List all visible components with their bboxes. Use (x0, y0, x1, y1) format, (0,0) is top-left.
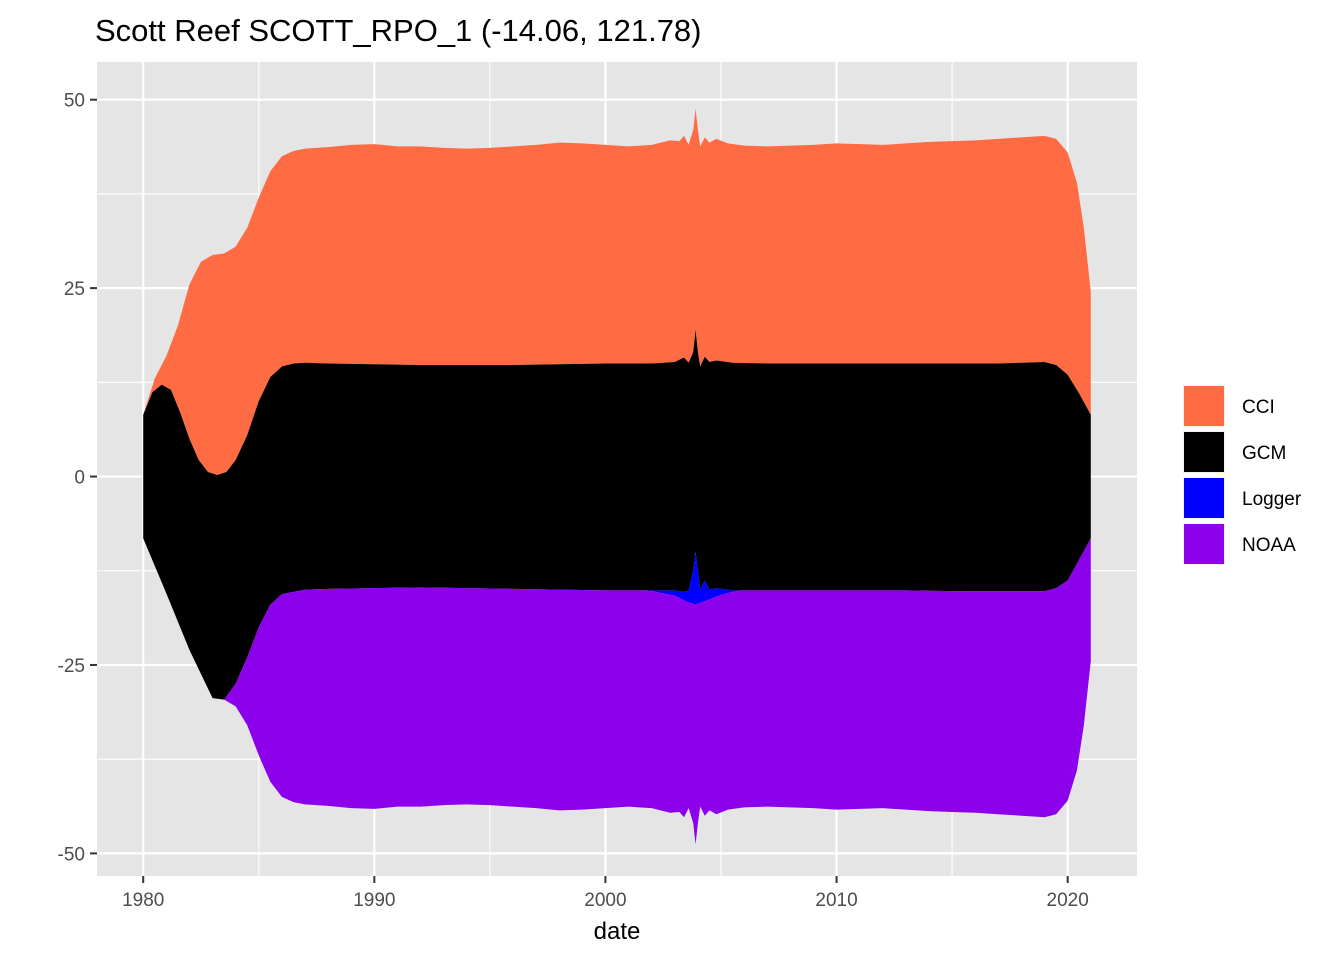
y-tick-label: -25 (58, 656, 85, 677)
chart-title: Scott Reef SCOTT_RPO_1 (-14.06, 121.78) (95, 13, 702, 48)
x-axis: 1980 1990 2000 2010 2020 (122, 876, 1089, 911)
legend-label-noaa: NOAA (1242, 535, 1296, 556)
legend-label-logger: Logger (1242, 489, 1302, 510)
legend-swatch-noaa (1184, 524, 1224, 564)
x-tick-label: 2000 (584, 890, 626, 911)
x-tick-label: 1980 (122, 890, 164, 911)
legend-swatch-logger (1184, 478, 1224, 518)
x-tick-label: 2020 (1047, 890, 1089, 911)
y-tick-label: 50 (64, 91, 85, 112)
legend-label-gcm: GCM (1242, 443, 1286, 464)
y-tick-label: 25 (64, 279, 85, 300)
area-gcm (143, 329, 1091, 700)
legend-swatch-cci (1184, 386, 1224, 426)
area-noaa (143, 538, 1091, 845)
area-cci (143, 108, 1091, 476)
legend-swatch-gcm (1184, 432, 1224, 472)
legend: CCI GCM Logger NOAA (1183, 385, 1302, 565)
x-axis-title: date (594, 918, 641, 945)
stream-areas (143, 108, 1091, 845)
legend-label-cci: CCI (1242, 397, 1275, 418)
x-tick-label: 2010 (815, 890, 857, 911)
y-axis: -50 -25 0 25 50 (58, 91, 97, 865)
y-tick-label: 0 (74, 468, 85, 489)
x-tick-label: 1990 (353, 890, 395, 911)
y-tick-label: -50 (58, 844, 85, 865)
